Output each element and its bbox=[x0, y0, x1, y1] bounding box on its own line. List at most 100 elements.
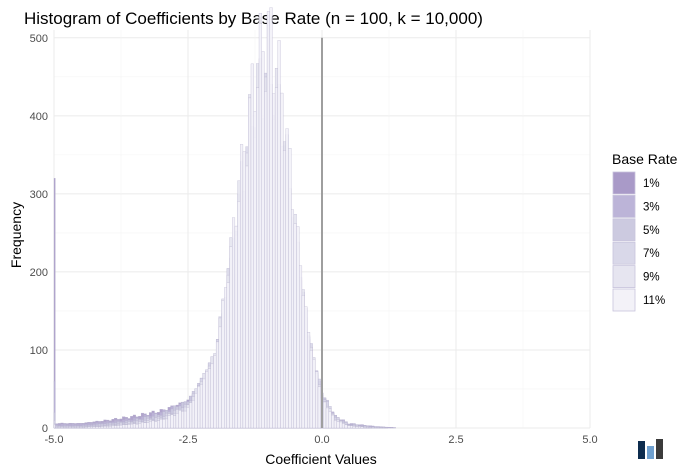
legend: Base Rate 1% 3% 5% 7% 9% 11% bbox=[612, 151, 678, 312]
histogram-bar bbox=[382, 427, 386, 429]
histogram-bar bbox=[344, 424, 348, 429]
x-tick-label: 0.0 bbox=[314, 434, 329, 446]
histogram-bar bbox=[360, 426, 364, 429]
histogram-bar bbox=[175, 413, 179, 429]
histogram-bar bbox=[232, 217, 236, 429]
histogram-bar bbox=[124, 424, 128, 429]
histogram-bar bbox=[135, 423, 139, 429]
histogram-bar bbox=[191, 400, 195, 429]
histogram-bar bbox=[151, 420, 155, 429]
histogram-bar bbox=[143, 422, 147, 429]
histogram-bar bbox=[197, 386, 201, 429]
histogram-bar bbox=[138, 423, 142, 429]
histogram-bar bbox=[68, 426, 72, 429]
histogram-bar bbox=[100, 426, 104, 429]
histogram-bar bbox=[181, 411, 185, 429]
histogram-bar bbox=[291, 209, 295, 429]
histogram-bar bbox=[103, 426, 107, 429]
histogram-bar bbox=[213, 355, 217, 429]
histogram-bar bbox=[224, 287, 228, 429]
histogram-bar bbox=[256, 87, 260, 429]
histogram-bar bbox=[368, 427, 372, 429]
legend-swatch bbox=[612, 241, 636, 265]
histogram-bar bbox=[84, 426, 88, 429]
histogram-bar bbox=[317, 386, 321, 429]
legend-label: 7% bbox=[643, 248, 660, 260]
histogram-bar bbox=[371, 426, 375, 429]
histogram-bar bbox=[229, 246, 233, 429]
histogram-bar bbox=[269, 7, 273, 429]
histogram-bar bbox=[315, 371, 319, 429]
histogram-bar bbox=[218, 326, 222, 429]
histogram-bar bbox=[199, 384, 203, 429]
histogram-bar bbox=[106, 426, 110, 429]
histogram-bar bbox=[341, 423, 345, 429]
histogram-bar bbox=[90, 426, 94, 429]
histogram-bar bbox=[347, 425, 351, 429]
legend-swatch bbox=[612, 265, 636, 289]
histogram-bar bbox=[250, 63, 254, 429]
x-tick-label: 2.5 bbox=[448, 434, 463, 446]
histogram-bar bbox=[358, 426, 362, 429]
histogram-bar bbox=[60, 426, 64, 429]
histogram-bar bbox=[309, 350, 313, 429]
legend-title: Base Rate bbox=[612, 151, 678, 167]
histogram-bar bbox=[245, 165, 249, 429]
histogram-bar bbox=[261, 51, 265, 429]
histogram-bar bbox=[205, 371, 209, 429]
histogram-bars bbox=[53, 7, 396, 429]
histogram-bar bbox=[167, 415, 171, 429]
histogram-bar bbox=[127, 424, 131, 429]
y-tick-label: 500 bbox=[30, 33, 48, 45]
histogram-bar bbox=[301, 295, 305, 429]
histogram-bar bbox=[162, 419, 166, 429]
histogram-bar bbox=[237, 201, 241, 429]
histogram-bar bbox=[266, 11, 270, 429]
histogram-bar bbox=[81, 427, 85, 429]
histogram-bar bbox=[376, 427, 380, 429]
histogram-bar bbox=[114, 425, 118, 429]
histogram-bar bbox=[312, 359, 316, 429]
y-tick-label: 300 bbox=[30, 189, 48, 201]
y-tick-label: 100 bbox=[30, 345, 48, 357]
legend-label: 11% bbox=[643, 295, 665, 307]
histogram-bar bbox=[111, 425, 115, 429]
histogram-bar bbox=[349, 425, 353, 429]
histogram-bar bbox=[355, 426, 359, 429]
histogram-bar bbox=[76, 427, 80, 429]
histogram-bar bbox=[157, 420, 161, 429]
histogram-bar bbox=[73, 427, 77, 429]
x-tick-label: 5.0 bbox=[582, 434, 597, 446]
watermark-logo bbox=[638, 439, 663, 459]
histogram-bar bbox=[122, 424, 126, 429]
histogram-bar bbox=[92, 426, 96, 429]
histogram-bar bbox=[165, 418, 169, 429]
histogram-bar bbox=[272, 93, 276, 429]
legend-label: 9% bbox=[643, 272, 660, 284]
histogram-bar bbox=[242, 151, 246, 429]
histogram-bar bbox=[336, 421, 340, 429]
histogram-bar bbox=[140, 422, 144, 429]
histogram-bar bbox=[87, 426, 91, 429]
histogram-bar bbox=[116, 425, 120, 429]
histogram-bar bbox=[202, 378, 206, 429]
histogram-bar bbox=[234, 225, 238, 429]
legend-swatch bbox=[612, 171, 636, 195]
histogram-bar bbox=[248, 97, 252, 429]
histogram-bar bbox=[194, 393, 198, 429]
histogram-bar bbox=[288, 148, 292, 429]
histogram-bar bbox=[132, 423, 136, 429]
legend-swatch bbox=[612, 194, 636, 218]
histogram-bar bbox=[170, 414, 174, 429]
histogram-bar bbox=[226, 282, 230, 429]
legend-swatch bbox=[612, 218, 636, 242]
histogram-bar bbox=[331, 414, 335, 429]
histogram-bar bbox=[173, 415, 177, 429]
y-tick-label: 0 bbox=[42, 423, 48, 435]
histogram-bar bbox=[189, 402, 193, 429]
histogram-bar bbox=[207, 368, 211, 429]
histogram-bar bbox=[186, 407, 190, 429]
histogram-bar bbox=[307, 332, 311, 429]
x-axis-title: Coefficient Values bbox=[265, 451, 377, 467]
